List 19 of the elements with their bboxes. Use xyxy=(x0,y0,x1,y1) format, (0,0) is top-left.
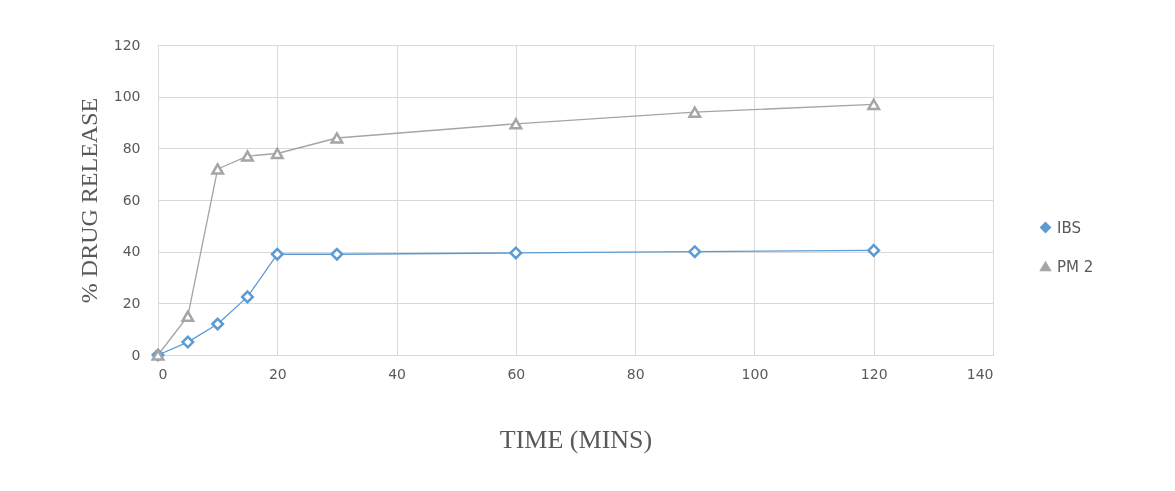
y-tick-label: 120 xyxy=(113,36,141,53)
y-tick-label: 100 xyxy=(113,88,141,105)
x-tick-label: 0 xyxy=(158,365,168,382)
y-tick-label: 40 xyxy=(122,243,141,260)
y-tick-label: 20 xyxy=(122,294,141,311)
x-axis-title: TIME (MINS) xyxy=(499,424,653,454)
legend-label: IBS xyxy=(1057,218,1081,237)
x-tick-label: 60 xyxy=(507,365,526,382)
x-tick-label: 80 xyxy=(626,365,645,382)
y-tick-label: 60 xyxy=(122,191,141,208)
y-tick-label: 80 xyxy=(122,139,141,156)
legend-label: PM 2 xyxy=(1057,257,1094,276)
y-tick-label: 0 xyxy=(131,346,141,363)
x-tick-label: 40 xyxy=(388,365,406,382)
x-tick-label: 20 xyxy=(268,365,287,382)
y-axis-title: % DRUG RELEASE xyxy=(75,97,102,304)
x-tick-label: 140 xyxy=(966,365,994,382)
x-tick-label: 100 xyxy=(741,365,769,382)
x-tick-label: 120 xyxy=(860,365,888,382)
